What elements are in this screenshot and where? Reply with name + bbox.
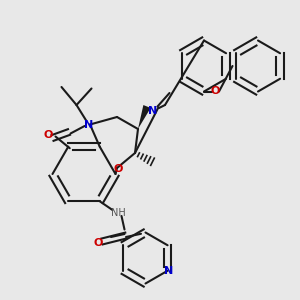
Text: N: N (164, 266, 174, 276)
Text: NH: NH (111, 208, 126, 218)
Text: N: N (148, 106, 158, 116)
Text: O: O (114, 164, 123, 175)
Polygon shape (138, 105, 151, 129)
Text: O: O (43, 130, 53, 140)
Text: O: O (210, 86, 220, 97)
Text: N: N (84, 119, 93, 130)
Text: O: O (94, 238, 103, 248)
